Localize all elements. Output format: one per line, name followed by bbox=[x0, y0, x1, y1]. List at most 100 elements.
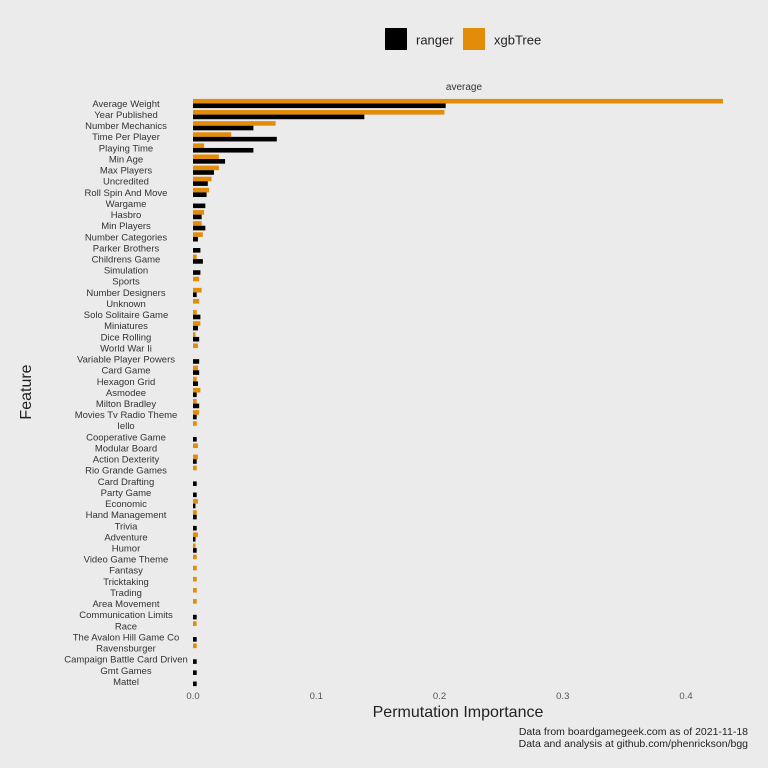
bar-xgbtree bbox=[193, 132, 232, 137]
bar-xgbtree bbox=[193, 143, 205, 148]
bar-xgbtree bbox=[193, 298, 200, 304]
bar-ranger bbox=[193, 614, 197, 620]
bar-ranger bbox=[193, 159, 226, 164]
bar-xgbtree bbox=[193, 621, 197, 626]
y-tick-label: Hand Management bbox=[86, 510, 167, 521]
bar-xgbtree bbox=[193, 154, 219, 160]
bar-xgbtree bbox=[193, 532, 198, 537]
y-tick-label: Card Drafting bbox=[98, 477, 155, 488]
y-tick-label: Trading bbox=[110, 588, 142, 599]
bar-xgbtree bbox=[193, 454, 198, 460]
bar-xgbtree bbox=[193, 576, 197, 582]
y-tick-label: Rio Grande Games bbox=[85, 466, 167, 477]
legend-key-xgbtree bbox=[463, 28, 485, 50]
y-tick-label: Trivia bbox=[115, 521, 139, 532]
bar-ranger bbox=[193, 259, 203, 264]
bar-ranger bbox=[193, 336, 200, 342]
y-tick-label: Parker Brothers bbox=[93, 243, 160, 254]
bar-ranger bbox=[193, 681, 197, 687]
bar-ranger bbox=[193, 114, 365, 120]
bar-ranger bbox=[193, 270, 201, 275]
y-tick-label: Wargame bbox=[106, 199, 147, 210]
bar-xgbtree bbox=[193, 187, 210, 193]
bar-xgbtree bbox=[193, 365, 198, 371]
x-tick-label: 0.3 bbox=[556, 691, 569, 702]
y-tick-label: Number Designers bbox=[86, 288, 165, 299]
y-tick-label: Fantasy bbox=[109, 566, 143, 577]
y-tick-label: The Avalon Hill Game Co bbox=[73, 632, 180, 643]
bar-ranger bbox=[193, 525, 197, 531]
bar-ranger bbox=[193, 203, 206, 209]
y-tick-label: Action Dexterity bbox=[93, 455, 160, 466]
y-tick-label: Hasbro bbox=[111, 210, 142, 221]
bar-xgbtree bbox=[193, 587, 197, 593]
bar-xgbtree bbox=[193, 543, 196, 549]
y-tick-label: Uncredited bbox=[103, 177, 149, 188]
bar-xgbtree bbox=[193, 221, 202, 226]
bar-ranger bbox=[193, 370, 200, 375]
bar-xgbtree bbox=[193, 499, 198, 504]
y-tick-label: Milton Bradley bbox=[96, 399, 156, 410]
bar-xgbtree bbox=[193, 387, 201, 393]
legend-label: xgbTree bbox=[494, 33, 541, 48]
bar-ranger bbox=[193, 359, 200, 364]
bar-ranger bbox=[193, 414, 197, 420]
y-tick-label: Video Game Theme bbox=[84, 555, 169, 566]
bar-ranger bbox=[193, 492, 197, 498]
y-tick-label: Time Per Player bbox=[92, 132, 160, 143]
bar-xgbtree bbox=[193, 321, 201, 326]
bar-xgbtree bbox=[193, 565, 197, 571]
bar-xgbtree bbox=[193, 287, 202, 293]
y-tick-label: Roll Spin And Move bbox=[85, 188, 168, 199]
bar-xgbtree bbox=[193, 210, 205, 215]
y-tick-label: Unknown bbox=[106, 299, 146, 310]
y-axis-title: Feature bbox=[18, 364, 35, 419]
bar-xgbtree bbox=[193, 98, 723, 104]
bar-xgbtree bbox=[193, 410, 200, 415]
legend-key-ranger bbox=[385, 28, 407, 50]
bar-ranger bbox=[193, 459, 197, 464]
bar-ranger bbox=[193, 125, 254, 131]
bar-xgbtree bbox=[193, 165, 219, 171]
y-tick-label: Max Players bbox=[100, 166, 153, 177]
x-axis-title: Permutation Importance bbox=[373, 704, 544, 721]
x-tick-label: 0.2 bbox=[433, 691, 446, 702]
y-tick-label: Communication Limits bbox=[79, 610, 173, 621]
y-tick-label: Humor bbox=[112, 544, 141, 555]
bar-ranger bbox=[193, 136, 277, 142]
bar-ranger bbox=[193, 225, 206, 231]
y-tick-label: Number Mechanics bbox=[85, 121, 167, 132]
bar-xgbtree bbox=[193, 110, 445, 115]
bar-ranger bbox=[193, 325, 198, 331]
bar-xgbtree bbox=[193, 376, 197, 382]
bar-ranger bbox=[193, 514, 197, 520]
legend-label: ranger bbox=[416, 33, 454, 48]
y-tick-label: Min Players bbox=[101, 221, 151, 232]
facet-label: average bbox=[446, 82, 483, 93]
y-tick-label: Party Game bbox=[101, 488, 152, 499]
y-tick-label: Campaign Battle Card Driven bbox=[64, 655, 188, 666]
bar-xgbtree bbox=[193, 599, 197, 604]
y-tick-label: Average Weight bbox=[92, 99, 160, 110]
bar-xgbtree bbox=[193, 232, 203, 237]
y-tick-label: Year Published bbox=[94, 110, 158, 121]
bar-xgbtree bbox=[193, 643, 197, 649]
caption-line-2: Data and analysis at github.com/phenrick… bbox=[519, 738, 749, 750]
bar-ranger bbox=[193, 314, 201, 320]
bar-xgbtree bbox=[193, 421, 197, 426]
y-tick-label: Race bbox=[115, 621, 137, 632]
bar-ranger bbox=[193, 192, 207, 198]
y-tick-label: Dice Rolling bbox=[101, 332, 152, 343]
y-tick-label: Area Movement bbox=[92, 599, 159, 610]
bar-ranger bbox=[193, 248, 201, 253]
y-tick-label: Card Game bbox=[101, 366, 150, 377]
bar-ranger bbox=[193, 537, 196, 542]
bar-xgbtree bbox=[193, 121, 276, 126]
bar-ranger bbox=[193, 403, 200, 409]
bar-xgbtree bbox=[193, 554, 197, 560]
y-tick-label: Miniatures bbox=[104, 321, 148, 332]
y-tick-label: Modular Board bbox=[95, 443, 157, 454]
bar-ranger bbox=[193, 147, 254, 153]
